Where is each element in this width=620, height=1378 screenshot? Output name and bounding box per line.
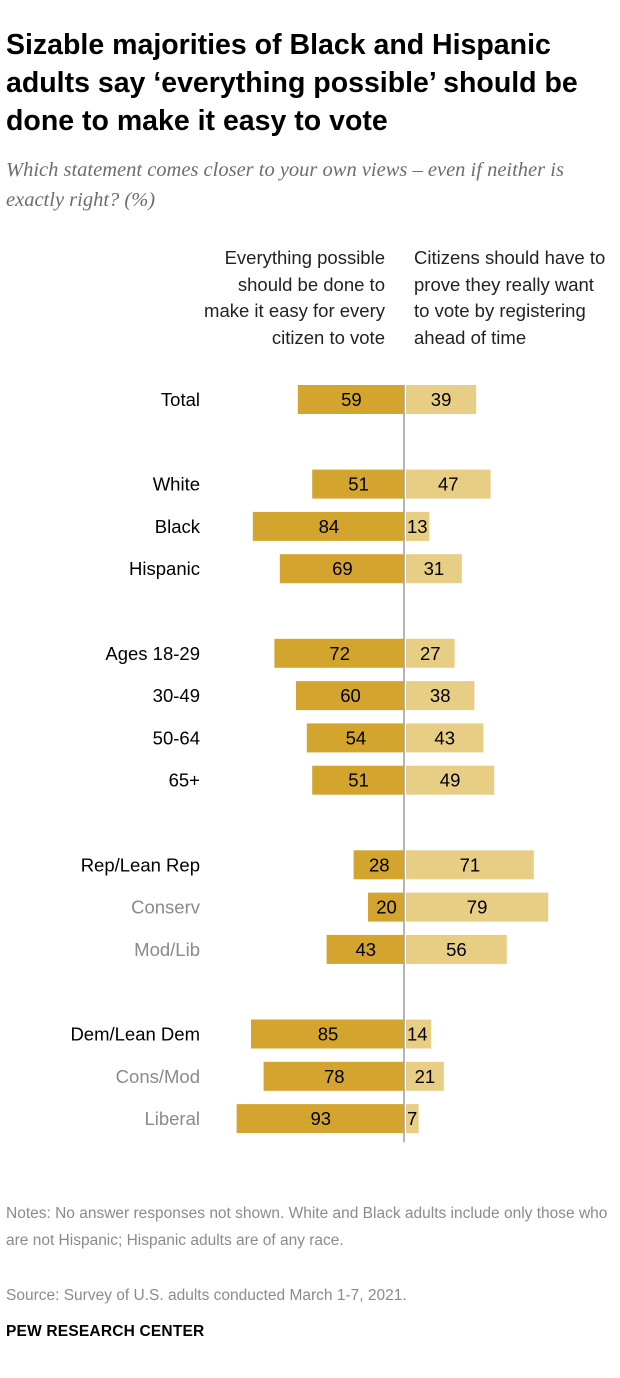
bar-prove-register [406, 765, 495, 795]
bar-everything-possible [274, 638, 404, 668]
brand-logo-text: PEW RESEARCH CENTER [6, 1323, 205, 1340]
value-label-right: 21 [415, 1066, 436, 1087]
bar-everything-possible [368, 892, 404, 922]
chart-title: Sizable majorities of Black and Hispanic… [6, 29, 578, 137]
diverging-bar-chart: Total 59 39 White 51 47 Black 84 13 Hispanic 69 31 A… [70, 385, 549, 1143]
bar-prove-register [406, 385, 477, 414]
value-label-left: 51 [348, 770, 369, 791]
notes: Notes: No answer responses not shown. Wh… [6, 1205, 608, 1249]
category-label: 30-49 [153, 685, 200, 706]
category-label: 50-64 [153, 727, 200, 748]
value-label-left: 20 [376, 897, 397, 918]
value-label-left: 28 [369, 854, 390, 875]
category-label: 65+ [169, 770, 200, 791]
category-label: Total [161, 389, 200, 410]
value-label-right: 13 [407, 516, 428, 537]
value-label-left: 69 [332, 558, 353, 579]
category-label: Rep/Lean Rep [81, 854, 200, 875]
value-label-right: 39 [431, 389, 452, 410]
source: Source: Survey of U.S. adults conducted … [6, 1287, 407, 1304]
value-label-right: 27 [420, 643, 441, 664]
left-column-header: Everything possible should be done to ma… [204, 247, 385, 348]
category-label: Conserv [131, 897, 201, 918]
value-label-right: 79 [467, 897, 488, 918]
bar-everything-possible [306, 723, 404, 753]
value-label-left: 78 [324, 1066, 345, 1087]
bar-everything-possible [312, 765, 404, 795]
category-label: Mod/Lib [134, 939, 200, 960]
value-label-right: 56 [446, 939, 467, 960]
bar-prove-register [406, 723, 484, 753]
value-label-left: 85 [318, 1024, 339, 1045]
category-label: Cons/Mod [116, 1066, 200, 1087]
bar-prove-register [406, 892, 549, 922]
category-label: Dem/Lean Dem [70, 1024, 200, 1045]
bar-everything-possible [297, 385, 404, 414]
bar-prove-register [406, 1104, 419, 1134]
bar-everything-possible [296, 681, 404, 711]
value-label-left: 51 [348, 474, 369, 495]
bar-prove-register [406, 1019, 432, 1049]
value-label-right: 43 [434, 727, 455, 748]
bar-prove-register [406, 638, 455, 668]
category-label: Ages 18-29 [105, 643, 200, 664]
chart-subtitle: Which statement comes closer to your own… [6, 159, 564, 211]
value-label-left: 43 [356, 939, 377, 960]
value-label-right: 14 [407, 1024, 428, 1045]
bar-prove-register [406, 554, 462, 584]
bar-everything-possible [236, 1104, 404, 1134]
value-label-left: 59 [341, 389, 362, 410]
bar-prove-register [406, 850, 534, 880]
value-label-right: 7 [407, 1108, 417, 1129]
bar-prove-register [406, 511, 430, 541]
bar-prove-register [406, 681, 475, 711]
value-label-right: 38 [430, 685, 451, 706]
bar-everything-possible [353, 850, 404, 880]
value-label-right: 47 [438, 474, 459, 495]
value-label-right: 49 [440, 770, 461, 791]
category-label: Hispanic [129, 558, 200, 579]
category-label: White [153, 474, 200, 495]
bar-everything-possible [252, 511, 404, 541]
bar-everything-possible [326, 934, 404, 964]
bar-everything-possible [279, 554, 404, 584]
category-label: Liberal [144, 1108, 200, 1129]
value-label-left: 54 [346, 727, 367, 748]
value-label-left: 84 [319, 516, 340, 537]
right-column-header: Citizens should have to prove they reall… [414, 247, 606, 348]
bar-everything-possible [312, 469, 404, 499]
category-label: Black [155, 516, 201, 537]
value-label-right: 31 [424, 558, 445, 579]
bar-everything-possible [263, 1061, 404, 1091]
bar-prove-register [406, 1061, 444, 1091]
bar-prove-register [406, 469, 491, 499]
value-label-left: 72 [329, 643, 350, 664]
value-label-left: 93 [311, 1108, 332, 1129]
value-label-right: 71 [460, 854, 481, 875]
value-label-left: 60 [340, 685, 361, 706]
bar-prove-register [406, 934, 507, 964]
bar-everything-possible [251, 1019, 404, 1049]
